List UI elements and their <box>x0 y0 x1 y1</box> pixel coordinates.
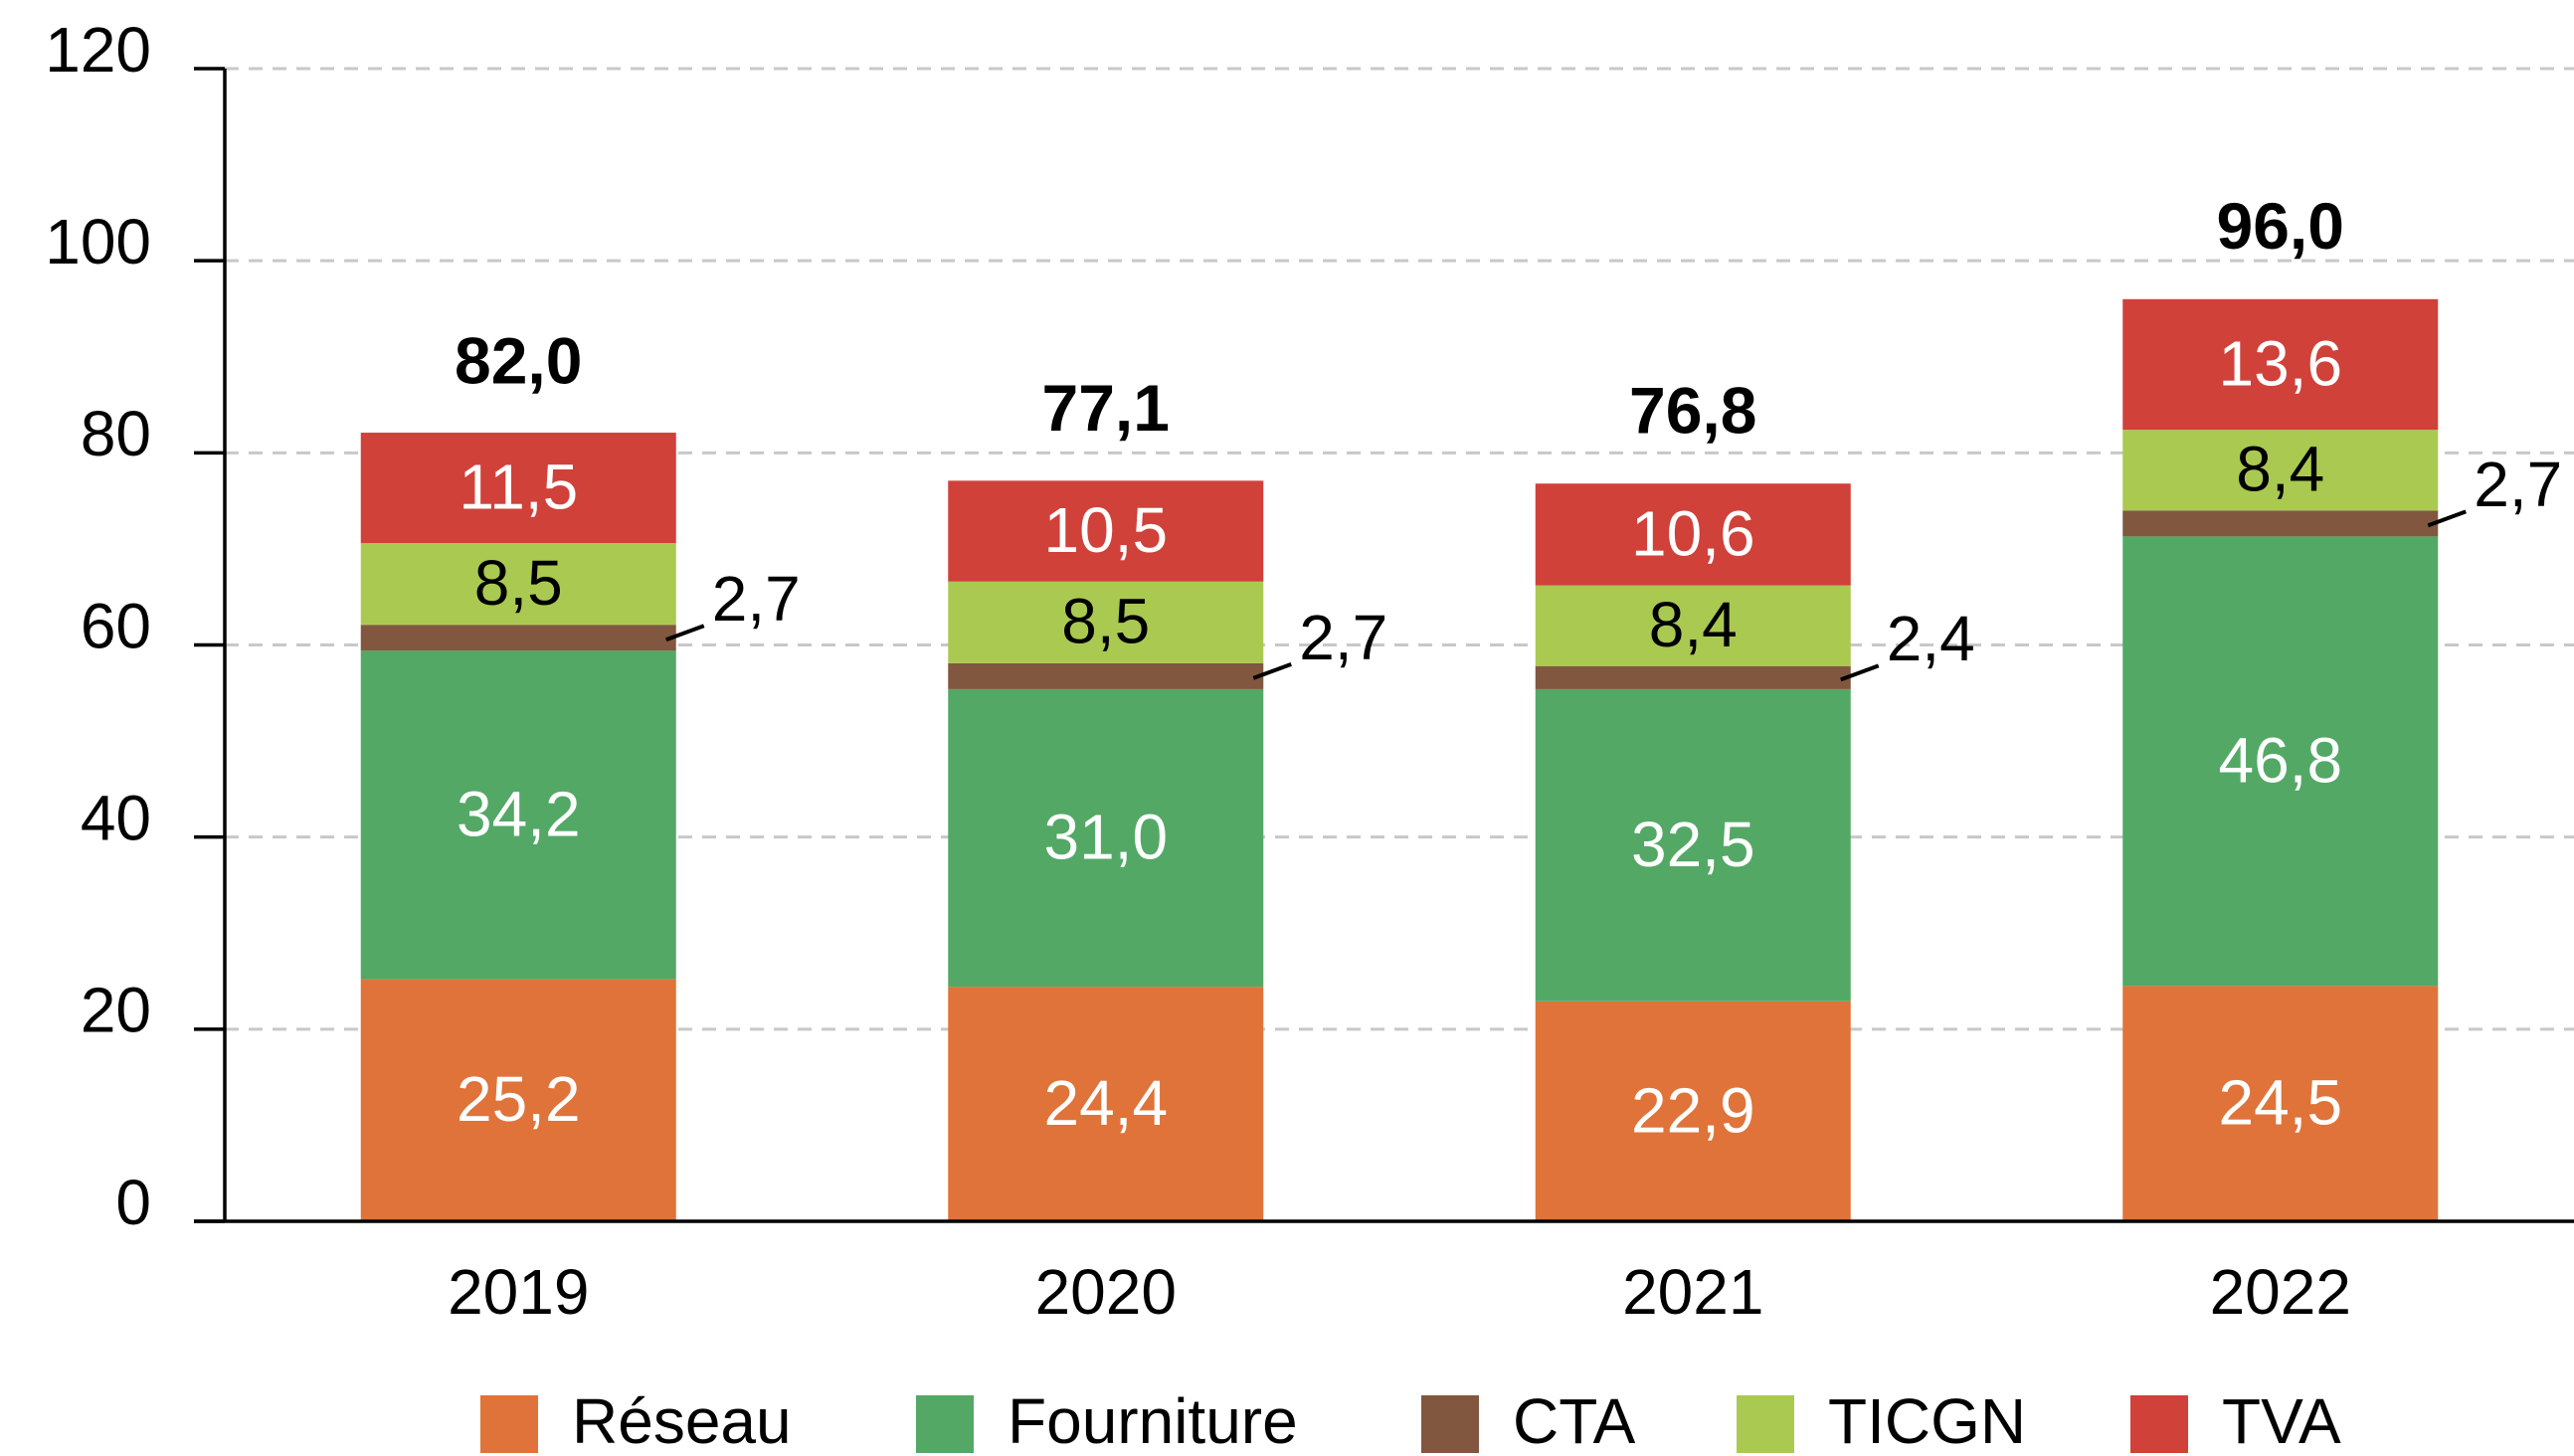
legend-swatch <box>480 1395 538 1453</box>
bar-segment <box>360 433 676 544</box>
legend-swatch <box>916 1395 974 1453</box>
data-label: 11,5 <box>459 451 578 522</box>
legend-swatch <box>1421 1395 1479 1453</box>
bar-segment <box>1535 665 1851 689</box>
data-label: 2,4 <box>1887 603 1975 674</box>
y-tick-label: 60 <box>81 590 151 661</box>
data-label: 31,0 <box>1043 802 1168 873</box>
data-label: 22,9 <box>1631 1074 1755 1146</box>
bar-segment <box>360 650 676 980</box>
bar-segment <box>1535 688 1851 1001</box>
bar-segment <box>360 543 676 626</box>
legend-label: Fourniture <box>1008 1385 1298 1456</box>
legend-swatch <box>1737 1395 1794 1453</box>
legend-label: TICGN <box>1828 1385 2026 1456</box>
data-label: 25,2 <box>457 1063 581 1135</box>
legend-label: TVA <box>2222 1385 2341 1456</box>
total-label: 96,0 <box>2217 189 2344 263</box>
y-tick-label: 80 <box>81 398 151 469</box>
data-label: 32,5 <box>1631 809 1755 880</box>
bar-segment <box>1535 585 1851 666</box>
bar-segment <box>2122 986 2439 1221</box>
legend-label: CTA <box>1513 1385 1636 1456</box>
legend-swatch <box>2130 1395 2188 1453</box>
bar-segment <box>948 581 1264 663</box>
data-label: 46,8 <box>2218 724 2342 796</box>
total-label: 82,0 <box>455 323 582 397</box>
x-tick-label: 2021 <box>1622 1256 1763 1328</box>
data-label: 8,5 <box>474 547 563 619</box>
legend-label: Réseau <box>572 1385 792 1456</box>
y-tick-label: 100 <box>45 206 151 277</box>
data-label: 10,5 <box>1043 494 1168 566</box>
data-label: 8,5 <box>1061 586 1150 657</box>
x-tick-label: 2020 <box>1035 1256 1177 1328</box>
leader-line <box>1840 663 1880 682</box>
y-tick-label: 20 <box>81 975 151 1046</box>
bar-segment <box>2122 536 2439 987</box>
y-tick-label: 40 <box>81 783 151 854</box>
bar-segment <box>948 662 1264 689</box>
data-label: 8,4 <box>2236 434 2324 505</box>
data-label: 24,5 <box>2218 1067 2342 1139</box>
leader-line <box>1252 662 1292 680</box>
bar-segment <box>948 480 1264 582</box>
bar-segment <box>1535 483 1851 586</box>
data-label: 10,6 <box>1631 497 1755 569</box>
x-tick-label: 2019 <box>448 1256 589 1328</box>
bar-segment <box>2122 298 2439 431</box>
bar-segment <box>1535 1001 1851 1221</box>
bar-segment <box>2122 430 2439 511</box>
total-label: 76,8 <box>1629 374 1756 448</box>
y-tick-label: 0 <box>115 1167 151 1238</box>
data-label: 2,7 <box>2474 449 2562 520</box>
bar-segment <box>2122 510 2439 537</box>
data-label: 24,4 <box>1043 1067 1168 1139</box>
leader-line <box>665 624 705 642</box>
data-label: 8,4 <box>1649 589 1738 660</box>
leader-line <box>2427 509 2467 528</box>
total-label: 77,1 <box>1042 371 1170 445</box>
bar-segment <box>360 625 676 651</box>
data-label: 2,7 <box>712 563 801 635</box>
data-label: 13,6 <box>2218 327 2342 399</box>
bar-segment <box>948 688 1264 988</box>
bar-segment <box>948 987 1264 1221</box>
y-tick-label: 120 <box>45 14 151 86</box>
bar-segment <box>360 979 676 1221</box>
x-tick-label: 2022 <box>2210 1256 2351 1328</box>
data-label: 2,7 <box>1299 602 1387 673</box>
data-label: 34,2 <box>457 778 581 849</box>
